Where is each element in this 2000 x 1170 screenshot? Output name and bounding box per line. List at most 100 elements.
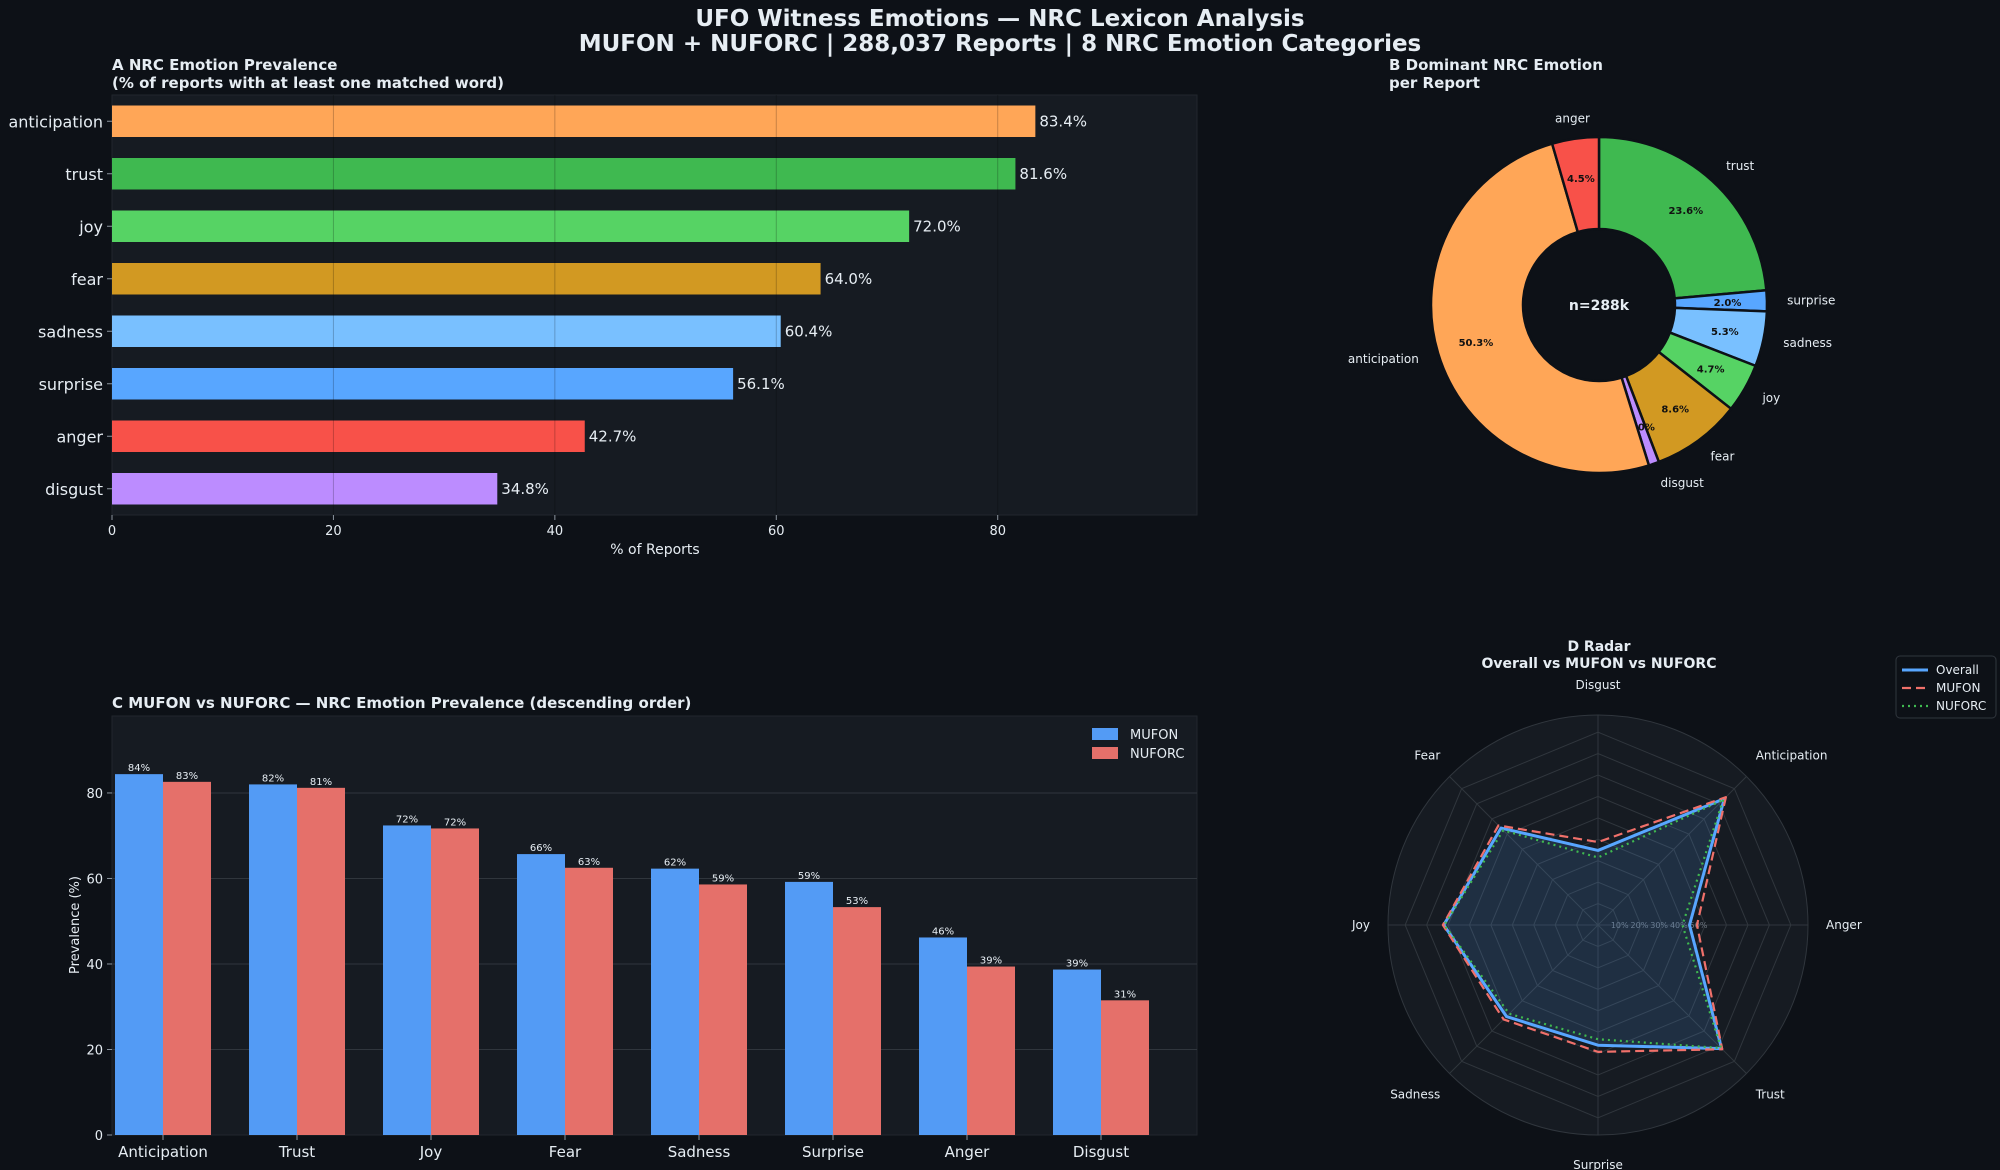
bar-nuforc-anticipation (163, 781, 211, 1135)
radar-axis-label-anticipation: Anticipation (1756, 748, 1828, 762)
figure-title-line1: UFO Witness Emotions — NRC Lexicon Analy… (695, 6, 1304, 32)
legend-label-mufon: MUFON (1936, 681, 1980, 695)
panel-a-xlabel: % of Reports (610, 542, 699, 558)
ytick-label: 60 (86, 872, 103, 887)
donut-slice-trust (1597, 135, 1768, 300)
donut-category-label-disgust: disgust (1661, 476, 1705, 490)
bar-nuforc-joy (431, 828, 479, 1135)
radar-ring-label: 10% (1611, 921, 1629, 930)
category-label-disgust: disgust (45, 480, 103, 499)
donut-pct-label-disgust: 1.0% (1627, 422, 1655, 433)
radar-series-overall (1442, 797, 1726, 1051)
donut-pct-label-anticipation: 50.3% (1459, 338, 1494, 349)
xtick-label-sadness: Sadness (668, 1143, 731, 1161)
ytick-label: 0 (95, 1129, 103, 1144)
xtick-label: 20 (325, 524, 342, 539)
radar-axis-label-sadness: Sadness (1390, 1088, 1440, 1102)
ytick-label: 20 (86, 1043, 103, 1058)
donut-slice-anger (1550, 135, 1601, 234)
bar-value-label-mufon: 66% (530, 843, 552, 854)
bar-value-label-nuforc: 59% (712, 873, 734, 884)
bar-value-label-mufon: 46% (932, 926, 954, 937)
radar-ring-label: 30% (1650, 921, 1668, 930)
donut-pct-label-trust: 23.6% (1668, 206, 1703, 217)
bar-nuforc-surprise (833, 907, 881, 1135)
donut-center-label: n=288k (1569, 298, 1630, 314)
bar-value-label-nuforc: 31% (1114, 989, 1136, 1000)
bar-anticipation (112, 105, 1036, 137)
bar-value-label-nuforc: 39% (980, 956, 1002, 967)
bar-nuforc-sadness (699, 884, 747, 1135)
donut-category-label-joy: joy (1761, 391, 1780, 405)
bar-mufon-trust (249, 784, 297, 1135)
donut-category-label-sadness: sadness (1783, 336, 1832, 350)
radar-ring-label: 50% (1690, 921, 1708, 930)
bar-nuforc-fear (565, 867, 613, 1135)
bar-value-label-trust: 81.6% (1019, 165, 1067, 183)
panel-b-title-line2: per Report (1389, 74, 1480, 92)
bar-value-label-mufon: 59% (798, 871, 820, 882)
radar-spoke (1449, 924, 1599, 1074)
xtick-label: 60 (768, 524, 785, 539)
donut-category-label-surprise: surprise (1787, 293, 1835, 307)
bar-mufon-sadness (651, 868, 699, 1135)
panel-a-prevalence-chart: A NRC Emotion Prevalence (% of reports w… (8, 56, 1198, 558)
bar-mufon-disgust (1053, 969, 1101, 1135)
bar-value-label-mufon: 82% (262, 773, 284, 784)
bar-value-label-nuforc: 83% (176, 771, 198, 782)
bar-value-label-mufon: 72% (396, 814, 418, 825)
bar-joy (112, 210, 910, 242)
bar-value-label-nuforc: 81% (310, 777, 332, 788)
xtick-label: 80 (989, 524, 1006, 539)
ytick-label: 80 (86, 787, 103, 802)
radar-axis-label-anger: Anger (1826, 918, 1862, 932)
bar-value-label-nuforc: 72% (444, 817, 466, 828)
radar-series-mufon (1441, 796, 1727, 1053)
xtick-label: 0 (108, 524, 116, 539)
bar-value-label-surprise: 56.1% (737, 375, 785, 393)
panel-d-legend: Overall MUFON NUFORC (1895, 655, 1997, 719)
ytick-label: 40 (86, 958, 103, 973)
panel-d-radar-chart: D Radar Overall vs MUFON vs NUFORC Antic… (1351, 639, 1997, 1170)
bar-value-label-anticipation: 83.4% (1039, 112, 1087, 130)
bar-anger (112, 420, 585, 452)
bar-sadness (112, 315, 781, 347)
radar-ring-label: 20% (1631, 921, 1649, 930)
legend-label-nuforc: NUFORC (1936, 699, 1986, 713)
radar-axis-label-trust: Trust (1755, 1088, 1785, 1102)
bar-value-label-fear: 64.0% (825, 270, 873, 288)
legend-swatch-mufon (1092, 728, 1118, 740)
xtick-label-surprise: Surprise (802, 1143, 864, 1161)
panel-b-title-line1: B Dominant NRC Emotion (1389, 56, 1603, 74)
category-label-anger: anger (56, 427, 103, 446)
panel-d-title-line1: D Radar (1567, 639, 1630, 655)
donut-pct-label-fear: 8.6% (1661, 404, 1689, 415)
bar-value-label-mufon: 84% (128, 763, 150, 774)
bar-mufon-anticipation (115, 774, 163, 1135)
panel-c-legend: MUFON NUFORC (1092, 728, 1184, 762)
panel-d-title-line2: Overall vs MUFON vs NUFORC (1482, 656, 1717, 672)
figure-title-line2: MUFON + NUFORC | 288,037 Reports | 8 NRC… (579, 31, 1422, 57)
category-label-joy: joy (78, 217, 103, 236)
radar-axis-label-joy: Joy (1351, 918, 1370, 932)
bar-value-label-nuforc: 53% (846, 896, 868, 907)
radar-axis-label-surprise: Surprise (1573, 1158, 1623, 1170)
xtick-label-trust: Trust (278, 1143, 315, 1161)
xtick-label-disgust: Disgust (1073, 1143, 1129, 1161)
panel-a-title-line1: A NRC Emotion Prevalence (112, 56, 337, 74)
legend-label-overall: Overall (1936, 663, 1979, 677)
xtick-label-fear: Fear (549, 1143, 582, 1161)
bar-fear (112, 263, 821, 295)
panel-c-ylabel: Prevalence (%) (68, 876, 83, 974)
xtick-label-anger: Anger (945, 1143, 991, 1161)
bar-nuforc-trust (297, 787, 345, 1135)
bar-mufon-fear (517, 854, 565, 1135)
xtick-label-anticipation: Anticipation (118, 1143, 208, 1161)
bar-value-label-anger: 42.7% (589, 427, 637, 445)
bar-trust (112, 158, 1016, 190)
bar-mufon-joy (383, 825, 431, 1135)
panel-a-title-line2: (% of reports with at least one matched … (112, 74, 504, 92)
donut-pct-label-surprise: 2.0% (1714, 298, 1742, 309)
panel-b-dominant-emotion-donut: B Dominant NRC Emotion per Report 23.6% t… (1348, 56, 1835, 490)
